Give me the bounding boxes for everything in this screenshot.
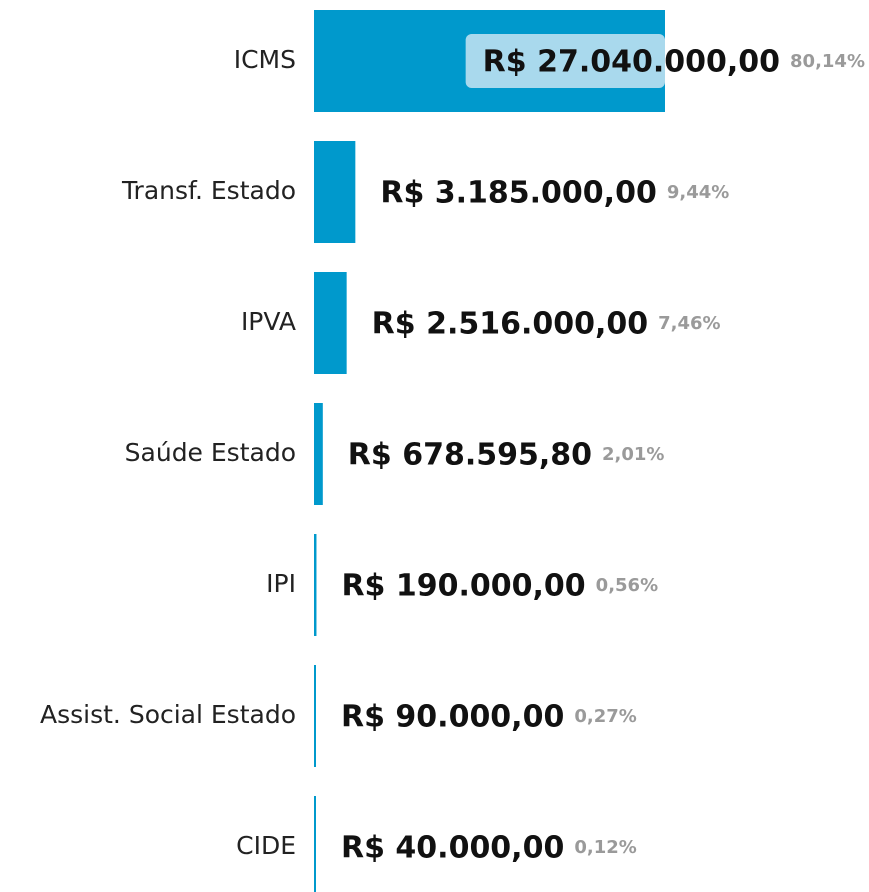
category-label: Transf. Estado — [121, 176, 296, 205]
category-label: ICMS — [234, 45, 296, 74]
share-label: 7,46% — [658, 313, 720, 334]
bar — [314, 534, 317, 636]
bar — [314, 403, 323, 505]
value-label: R$ 40.000,00 — [341, 831, 564, 866]
category-label: Assist. Social Estado — [40, 700, 296, 729]
value-label: R$ 190.000,00 — [341, 569, 585, 604]
share-label: 2,01% — [602, 444, 664, 465]
share-label: 80,14% — [790, 51, 865, 72]
category-label: CIDE — [236, 831, 296, 860]
bar — [314, 796, 316, 892]
value-label: R$ 3.185.000,00 — [380, 176, 656, 211]
category-label: Saúde Estado — [125, 438, 296, 467]
bar — [314, 665, 316, 767]
share-label: 0,56% — [596, 575, 658, 596]
share-label: 9,44% — [667, 182, 729, 203]
share-label: 0,12% — [574, 837, 636, 858]
share-label: 0,27% — [574, 706, 636, 727]
value-highlight — [465, 34, 665, 88]
value-label: R$ 90.000,00 — [341, 700, 564, 735]
value-label: R$ 678.595,80 — [348, 438, 592, 473]
category-label: IPVA — [241, 307, 296, 336]
value-label: R$ 27.040.000,00 — [483, 45, 780, 80]
value-label: R$ 2.516.000,00 — [372, 307, 648, 342]
bar — [314, 272, 347, 374]
category-label: IPI — [266, 569, 296, 598]
bar — [314, 141, 356, 243]
